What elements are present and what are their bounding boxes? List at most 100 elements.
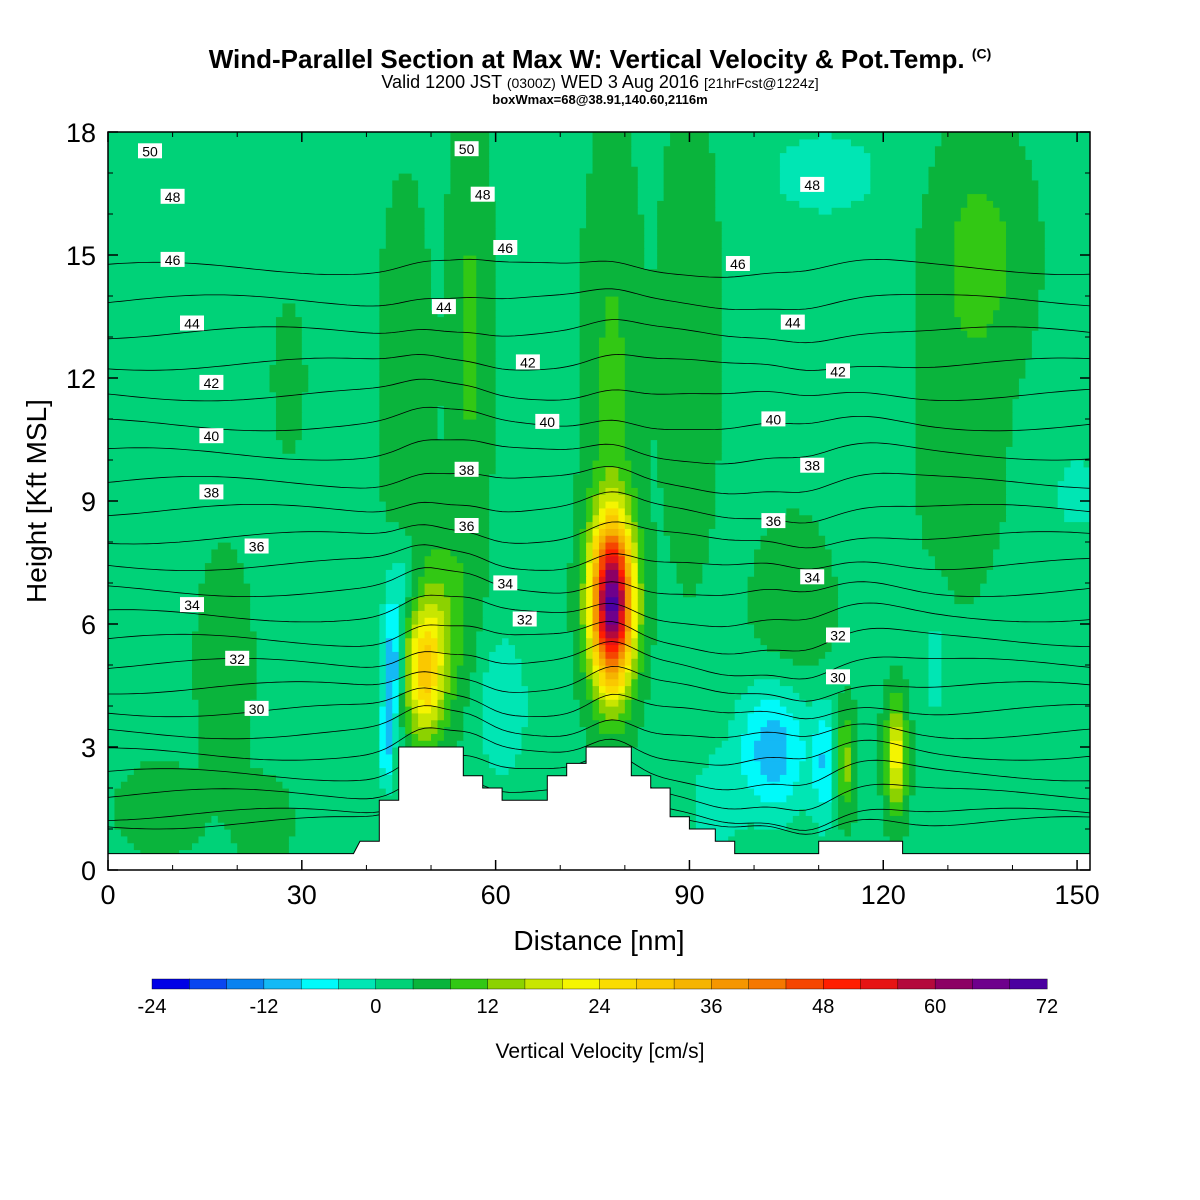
theta-contour xyxy=(108,665,1090,702)
w-cell xyxy=(644,220,658,229)
w-cell xyxy=(586,610,594,618)
w-cell xyxy=(108,309,284,318)
w-cell xyxy=(275,412,303,420)
w-cell xyxy=(631,152,665,160)
w-cell xyxy=(437,692,445,700)
w-cell xyxy=(379,309,439,318)
w-cell xyxy=(379,316,464,324)
w-cell xyxy=(915,740,1090,748)
w-cell xyxy=(295,439,380,447)
w-cell xyxy=(398,719,406,728)
x-tick-label: 150 xyxy=(1055,880,1100,910)
w-cell xyxy=(637,179,665,188)
w-cell xyxy=(915,378,1020,386)
theta-label-text: 46 xyxy=(165,252,181,268)
w-cell xyxy=(495,371,581,379)
w-cell xyxy=(799,719,820,728)
w-cell xyxy=(618,487,626,495)
w-cell xyxy=(599,671,607,680)
w-cell xyxy=(443,234,497,242)
w-cell xyxy=(127,774,277,782)
w-cell xyxy=(256,685,380,693)
w-cell xyxy=(721,282,917,290)
w-cell xyxy=(644,719,729,728)
w-cell xyxy=(605,507,619,516)
w-cell xyxy=(301,350,380,359)
w-cell xyxy=(650,473,658,482)
w-cell xyxy=(443,419,497,427)
w-cell xyxy=(1018,138,1090,147)
w-cell xyxy=(909,678,930,687)
w-cell xyxy=(443,624,452,632)
w-cell xyxy=(941,651,1090,659)
w-cell xyxy=(663,173,716,181)
w-cell xyxy=(1006,446,1090,454)
theta-label-text: 42 xyxy=(520,354,536,370)
w-cell xyxy=(237,548,413,557)
w-cell xyxy=(579,371,600,379)
theta-contour xyxy=(108,288,1090,311)
w-cell xyxy=(489,589,568,598)
w-cell xyxy=(618,712,632,721)
w-cell xyxy=(889,760,904,769)
w-cell xyxy=(721,384,917,393)
w-cell xyxy=(915,323,962,331)
w-cell xyxy=(495,767,510,775)
theta-contour-labels: 5048464442403836343230504846444240383634… xyxy=(138,141,850,717)
w-cell xyxy=(915,289,955,297)
w-cell xyxy=(418,692,432,700)
w-cell xyxy=(631,671,639,680)
w-cell xyxy=(708,753,742,762)
w-cell xyxy=(876,788,884,796)
w-cell xyxy=(663,487,716,495)
w-cell xyxy=(883,808,891,816)
w-cell xyxy=(495,453,581,461)
w-cell xyxy=(489,583,568,591)
w-cell xyxy=(928,651,943,659)
w-cell xyxy=(256,630,380,639)
w-cell xyxy=(431,699,439,707)
w-cell xyxy=(605,712,619,721)
w-cell xyxy=(599,542,607,550)
w-cell xyxy=(721,740,742,748)
w-cell xyxy=(463,644,477,652)
w-cell xyxy=(476,357,497,365)
w-cell xyxy=(721,309,917,318)
w-cell xyxy=(605,323,619,331)
w-cell xyxy=(392,740,400,748)
w-cell xyxy=(650,487,665,495)
w-cell xyxy=(592,159,632,167)
w-cell xyxy=(644,630,658,639)
theta-label-bg xyxy=(160,188,185,204)
w-cell xyxy=(909,829,1090,837)
colorbar: -24 -12 0 12 24 36 48 60 72 xyxy=(138,978,1058,1018)
w-cell xyxy=(108,801,116,810)
w-cell xyxy=(883,822,910,830)
w-cell xyxy=(721,419,917,427)
w-cell xyxy=(876,747,884,755)
w-cell xyxy=(631,494,639,502)
w-cell xyxy=(301,330,380,338)
w-cell xyxy=(489,145,594,154)
w-cell xyxy=(857,788,878,796)
theta-label-text: 38 xyxy=(459,462,475,478)
w-cell xyxy=(889,671,904,680)
w-cell xyxy=(915,767,1090,775)
w-cell xyxy=(489,193,587,201)
w-cell xyxy=(754,624,839,632)
w-cell xyxy=(831,794,839,803)
w-cell xyxy=(579,596,587,605)
w-cell xyxy=(108,480,380,488)
w-cell xyxy=(779,774,800,782)
w-cell xyxy=(954,596,975,605)
w-cell xyxy=(657,624,755,632)
w-cell xyxy=(476,261,497,270)
w-cell xyxy=(424,207,445,215)
w-cell xyxy=(592,535,600,543)
theta-label-text: 40 xyxy=(766,411,782,427)
w-cell xyxy=(463,364,477,372)
theta-label-text: 42 xyxy=(204,375,220,391)
w-cell xyxy=(799,200,852,208)
w-cell xyxy=(586,576,594,584)
w-cell xyxy=(482,685,529,693)
